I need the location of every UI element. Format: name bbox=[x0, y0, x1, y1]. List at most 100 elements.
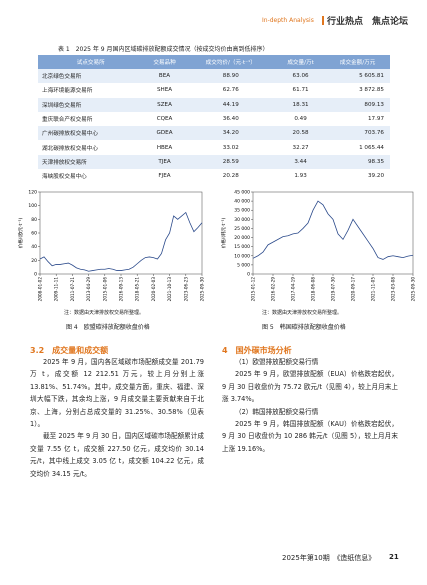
x-tick-label: 2018-05-21 bbox=[135, 277, 140, 302]
column-header: 试点交易所 bbox=[38, 55, 144, 69]
table-cell: 20.58 bbox=[275, 126, 326, 141]
section-title: 行业热点 焦点论坛 bbox=[327, 17, 409, 27]
table-caption: 表 1 2025 年 9 月国内区域碳排放配额成交情况（按成交均价由高到低排序） bbox=[58, 46, 269, 53]
y-tick-label: 20 bbox=[31, 258, 37, 264]
table-cell: 36.40 bbox=[222, 116, 239, 123]
table-cell: GDEA bbox=[143, 126, 186, 141]
table-cell: 62.76 bbox=[222, 87, 239, 94]
x-tick-label: 2019-07-30 bbox=[331, 277, 336, 302]
table-cell: HBEA bbox=[156, 144, 173, 151]
table-cell: 1.93 bbox=[294, 173, 307, 180]
table-cell: 809.13 bbox=[325, 97, 390, 112]
figure-caption: 图 5 韩国碳排放配额收盘价格 bbox=[262, 324, 346, 331]
table-cell: 上海环境能源交易所 bbox=[42, 88, 93, 95]
column-header: 交易品种 bbox=[143, 55, 186, 69]
paragraph: 2025 年 9 月，国内各区域碳市场配额成交量 201.79 万 t，成交额 … bbox=[30, 358, 204, 429]
table-cell: TJEA bbox=[143, 154, 186, 170]
table-cell: 3.44 bbox=[275, 154, 326, 170]
table-cell: 98.35 bbox=[325, 154, 390, 170]
y-tick-label: 45 000 bbox=[234, 190, 250, 196]
table-cell: SZEA bbox=[143, 97, 186, 112]
table-cell: 61.71 bbox=[292, 87, 309, 94]
price-line bbox=[39, 211, 203, 272]
x-tick-label: 2015-01-12 bbox=[251, 277, 256, 302]
x-tick-label: 2023-03-08 bbox=[391, 277, 396, 302]
chart-note: 注：数据由天津排放权交易所整理。 bbox=[64, 310, 145, 316]
y-tick-label: 20 000 bbox=[234, 235, 250, 241]
figure-caption: 图 4 欧盟碳排放配额收盘价格 bbox=[66, 324, 150, 331]
table-cell: CQEA bbox=[156, 116, 173, 123]
y-tick-label: 120 bbox=[28, 190, 37, 196]
y-tick-label: 100 bbox=[28, 203, 37, 209]
table-cell: 5 605.81 bbox=[325, 69, 390, 84]
y-tick-label: 25 000 bbox=[234, 226, 250, 232]
x-tick-label: 2021-10-13 bbox=[167, 277, 172, 302]
plot-frame bbox=[39, 191, 203, 275]
y-axis-label: 价格/(韩元·t⁻¹) bbox=[220, 218, 227, 249]
chart: 0 20 40 60 80 100 120 价格/(欧元·t⁻¹) 2008-01-02 2009… bbox=[17, 190, 205, 302]
x-tick-label: 2020-02-03 bbox=[151, 277, 156, 302]
x-tick-label: 2023-06-23 bbox=[183, 277, 188, 302]
table-row: 天津排放权交易所 TJEA 28.59 3.44 98.35 bbox=[38, 154, 390, 170]
y-tick-label: 10 000 bbox=[234, 253, 250, 259]
x-tick-label: 2025-09-30 bbox=[411, 277, 416, 302]
table-cell: 广州碳排放权交易中心 bbox=[38, 126, 144, 141]
table-cell: 32.27 bbox=[292, 144, 309, 151]
section-en: In-depth Analysis bbox=[262, 17, 314, 24]
table-cell: SHEA bbox=[156, 87, 173, 94]
table-cell: 28.59 bbox=[185, 154, 276, 170]
page-number: 21 bbox=[389, 553, 399, 561]
table-row: 海峡股权交易中心 FJEA 20.28 1.93 39.20 bbox=[38, 169, 390, 183]
table-cell: 34.20 bbox=[185, 126, 276, 141]
table-cell: 0.49 bbox=[294, 116, 307, 123]
x-tick-label: 2016-09-13 bbox=[119, 277, 124, 302]
x-tick-label: 2021-11-05 bbox=[371, 277, 376, 302]
left-column: 3.2 成交量和成交额 2025 年 9 月，国内各区域碳市场配额成交量 201… bbox=[30, 345, 204, 480]
table-cell: 88.90 bbox=[185, 69, 276, 84]
paragraph: 2025 年 9 月，欧盟排放配额（EUA）价格跌宕起伏，9 月 30 日收盘价… bbox=[222, 370, 398, 404]
paragraph: （2）韩国排放配额交易行情 bbox=[235, 407, 319, 416]
table-cell: 18.31 bbox=[275, 97, 326, 112]
plot-frame bbox=[252, 191, 414, 275]
x-tick-label: 2015-01-06 bbox=[102, 277, 107, 302]
paragraph: （1）欧盟排放配额交易行情 bbox=[235, 358, 319, 366]
x-tick-label: 2017-04-19 bbox=[291, 277, 296, 302]
right-column: 4 国外碳市场分析 （1）欧盟排放配额交易行情 2025 年 9 月，欧盟排放配额… bbox=[222, 345, 398, 455]
table-cell: 44.19 bbox=[185, 97, 276, 112]
column-header: 成交均价/（元·t⁻¹） bbox=[185, 55, 276, 69]
x-tick-label: 2018-06-08 bbox=[311, 277, 316, 302]
footer-issue: 2025年第10期 《造纸信息》 bbox=[282, 554, 376, 562]
y-tick-label: 15 000 bbox=[234, 244, 250, 250]
heading: 4 国外碳市场分析 bbox=[222, 346, 292, 355]
table-row: 重庆联合产权交易所 CQEA 36.40 0.49 17.97 bbox=[38, 112, 390, 126]
y-tick-label: 40 bbox=[31, 244, 37, 250]
x-tick-label: 2009-11-11 bbox=[54, 277, 59, 302]
paragraph: 截至 2025 年 9 月 30 日，国内区域碳市场配额累计成交量 7.55 亿… bbox=[30, 432, 204, 478]
x-tick-label: 2016-02-29 bbox=[271, 277, 276, 302]
y-tick-label: 80 bbox=[31, 217, 37, 223]
price-line bbox=[252, 200, 414, 260]
column-header: 成交量/万t bbox=[275, 55, 326, 69]
column-header: 成交金额/万元 bbox=[325, 55, 390, 69]
table-cell: 海峡股权交易中心 bbox=[42, 174, 87, 181]
paragraph: 2025 年 9 月，韩国排放配额（KAU）价格跌宕起伏，9 月 30 日收盘价… bbox=[222, 420, 398, 453]
chart: 0 5 000 10 000 15 000 20 000 25 000 30 000 35 0… bbox=[220, 190, 416, 302]
x-tick-label: 2011-07-21 bbox=[70, 277, 75, 302]
heading: 3.2 成交量和成交额 bbox=[30, 346, 109, 355]
table-cell: 1 065.44 bbox=[359, 144, 384, 151]
x-tick-label: 2025-09-30 bbox=[200, 277, 205, 302]
y-tick-label: 40 000 bbox=[234, 199, 250, 205]
table-cell: FJEA bbox=[158, 173, 171, 180]
table-cell: 3 872.85 bbox=[359, 87, 384, 94]
y-tick-label: 35 000 bbox=[234, 208, 250, 214]
table-cell: 17.97 bbox=[367, 116, 384, 123]
divider bbox=[322, 16, 324, 25]
x-tick-label: 2013-04-29 bbox=[86, 277, 91, 302]
table-cell: 63.06 bbox=[275, 69, 326, 84]
table-cell: 深圳绿色交易所 bbox=[38, 97, 144, 112]
table-cell: 33.02 bbox=[222, 144, 239, 151]
x-tick-label: 2008-01-02 bbox=[38, 277, 43, 302]
table-cell: 天津排放权交易所 bbox=[38, 154, 144, 170]
table-row: 上海环境能源交易所 SHEA 62.76 61.71 3 872.85 bbox=[38, 83, 390, 97]
